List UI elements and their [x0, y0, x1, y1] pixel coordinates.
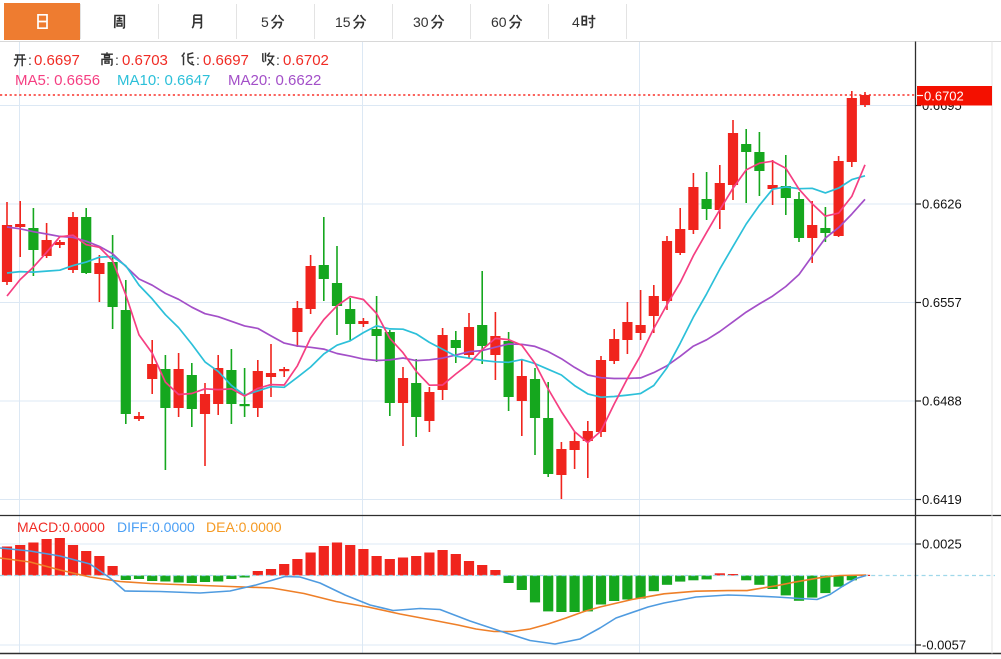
- svg-text:15: 15: [335, 14, 351, 30]
- svg-text:4: 4: [572, 14, 580, 30]
- svg-text:0.6702: 0.6702: [283, 52, 329, 69]
- svg-text:MA20: 0.6622: MA20: 0.6622: [228, 72, 321, 89]
- svg-text:MA5: 0.6656: MA5: 0.6656: [15, 72, 100, 89]
- svg-text:DEA:0.0000: DEA:0.0000: [206, 519, 282, 535]
- svg-text:0.6697: 0.6697: [34, 52, 80, 69]
- svg-text:0.6702: 0.6702: [924, 89, 964, 104]
- svg-text:0.6557: 0.6557: [922, 295, 962, 310]
- svg-text:0.6419: 0.6419: [922, 492, 962, 507]
- svg-text:0.0025: 0.0025: [922, 537, 962, 552]
- svg-text:0.6488: 0.6488: [922, 394, 962, 409]
- svg-text::: :: [28, 52, 32, 68]
- svg-text:60: 60: [491, 14, 507, 30]
- svg-text:30: 30: [413, 14, 429, 30]
- svg-text::: :: [276, 52, 280, 68]
- svg-text:DIFF:0.0000: DIFF:0.0000: [117, 519, 195, 535]
- svg-text::: :: [196, 52, 200, 68]
- svg-text:0.6626: 0.6626: [922, 197, 962, 212]
- svg-text:-0.0057: -0.0057: [922, 638, 966, 653]
- svg-text:0.6703: 0.6703: [122, 52, 168, 69]
- svg-text:0.6697: 0.6697: [203, 52, 249, 69]
- svg-text::: :: [115, 52, 119, 68]
- svg-text:5: 5: [261, 14, 269, 30]
- svg-text:MA10: 0.6647: MA10: 0.6647: [117, 72, 210, 89]
- svg-text:MACD:0.0000: MACD:0.0000: [17, 519, 105, 535]
